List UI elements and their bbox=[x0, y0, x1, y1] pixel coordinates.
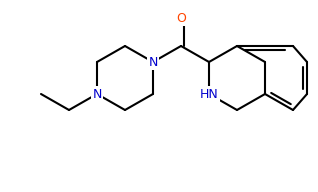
Text: N: N bbox=[92, 88, 102, 100]
Text: O: O bbox=[176, 12, 186, 25]
Text: N: N bbox=[148, 55, 158, 69]
Text: HN: HN bbox=[200, 88, 218, 100]
